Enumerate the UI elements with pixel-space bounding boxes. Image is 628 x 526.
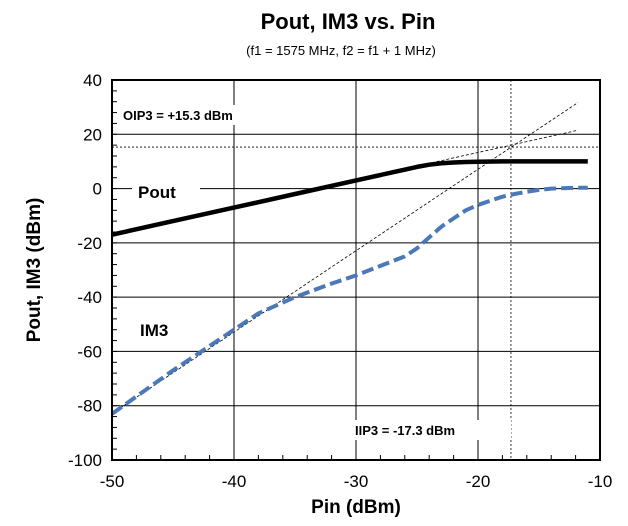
chart-subtitle: (f1 = 1575 MHz, f2 = f1 + 1 MHz) bbox=[246, 43, 436, 58]
series-im3-line bbox=[110, 185, 588, 416]
x-tick-label: -30 bbox=[344, 472, 369, 491]
reference-lines bbox=[111, 80, 600, 460]
x-tick-label: -10 bbox=[588, 472, 613, 491]
extrapolation-line bbox=[111, 102, 579, 414]
y-tick-label: 40 bbox=[83, 71, 102, 90]
oip3-annotation: OIP3 = +15.3 dBm bbox=[123, 108, 233, 123]
x-tick-label: -20 bbox=[466, 472, 491, 491]
y-tick-labels: 40 20 0 -20 -40 -60 -80 -100 bbox=[68, 71, 102, 470]
iip3-annotation-box bbox=[349, 420, 511, 440]
y-tick-label: 0 bbox=[93, 180, 102, 199]
x-tick-label: -40 bbox=[222, 472, 247, 491]
y-tick-label: -80 bbox=[77, 397, 102, 416]
x-tick-labels: -50 -40 -30 -20 -10 bbox=[100, 472, 613, 491]
extrapolation-line bbox=[294, 129, 579, 194]
oip3-annotation-box bbox=[117, 105, 293, 125]
y-tick-label: -40 bbox=[77, 288, 102, 307]
y-tick-label: -20 bbox=[77, 234, 102, 253]
x-tick-label: -50 bbox=[100, 472, 125, 491]
plot-frame bbox=[111, 79, 601, 461]
pout-series-label: Pout bbox=[138, 183, 176, 202]
series-pout-line bbox=[111, 159, 588, 237]
im3-label-box bbox=[136, 316, 190, 342]
y-tick-label: -100 bbox=[68, 451, 102, 470]
series bbox=[110, 159, 588, 416]
pout-label-box bbox=[132, 178, 200, 204]
grid bbox=[112, 80, 600, 460]
y-tick-label: 20 bbox=[83, 125, 102, 144]
iip3-annotation: IIP3 = -17.3 dBm bbox=[355, 423, 455, 438]
y-tick-label: -60 bbox=[77, 342, 102, 361]
x-axis-label: Pin (dBm) bbox=[311, 497, 401, 518]
im3-series-label: IM3 bbox=[140, 321, 168, 340]
chart-title: Pout, IM3 vs. Pin bbox=[261, 9, 436, 34]
y-axis-label: Pout, IM3 (dBm) bbox=[24, 198, 45, 343]
